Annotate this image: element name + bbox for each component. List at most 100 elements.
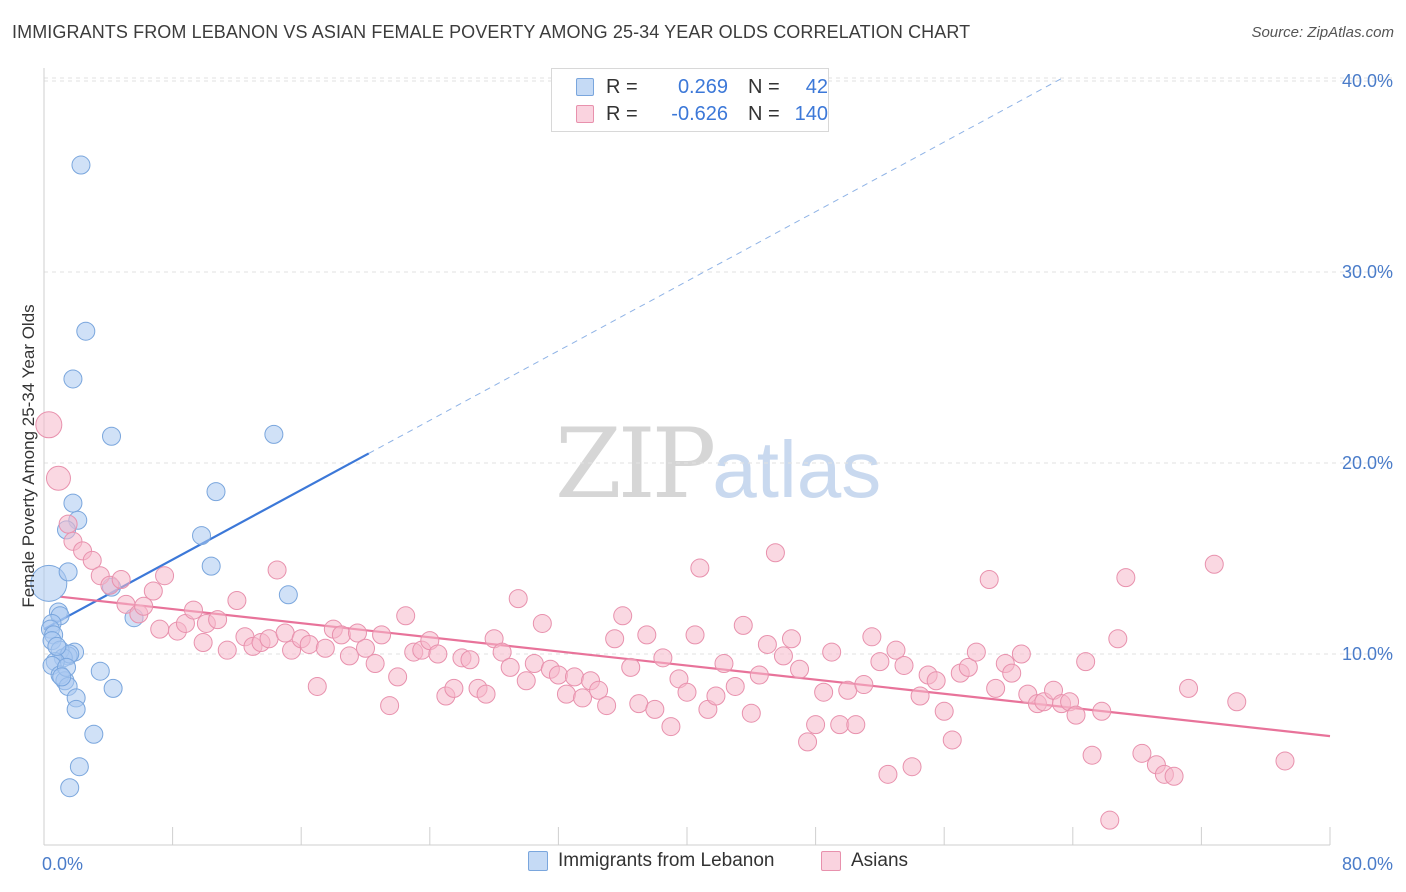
asians-point <box>986 678 1006 698</box>
grid <box>44 77 1392 655</box>
lebanon-point <box>30 564 68 602</box>
y-tick-label: 30.0% <box>1342 262 1393 282</box>
lebanon-point <box>69 757 89 777</box>
asians-point <box>878 764 898 784</box>
asians-point <box>275 623 295 643</box>
asians-point <box>894 655 914 675</box>
watermark: ZIPatlas <box>555 408 881 520</box>
asians-point <box>508 589 528 609</box>
asians-point <box>380 696 400 716</box>
series-legend-lebanon[interactable]: Immigrants from Lebanon <box>528 850 775 872</box>
asians-point <box>339 646 359 666</box>
asians-point <box>733 615 753 635</box>
asians-point <box>613 606 633 626</box>
asians-point <box>183 600 203 620</box>
lebanon-point <box>264 424 284 444</box>
asians-point <box>902 757 922 777</box>
asians-point <box>1092 701 1112 721</box>
asians-point <box>134 596 154 616</box>
asians-point <box>790 659 810 679</box>
asians-point <box>1275 751 1295 771</box>
source-credit: Source: ZipAtlas.com <box>1251 24 1394 41</box>
asians-point <box>1179 678 1199 698</box>
legend-n-label: N = <box>748 102 780 125</box>
asians-point <box>365 654 385 674</box>
legend-row-lebanon: R = 0.269 N = 42 <box>576 75 828 99</box>
lebanon-point <box>58 562 78 582</box>
lebanon-point <box>76 321 96 341</box>
watermark-atlas: atlas <box>712 425 882 514</box>
asians-point <box>806 715 826 735</box>
asians-point <box>1132 743 1152 763</box>
asians-point <box>444 678 464 698</box>
asians-point <box>356 638 375 658</box>
asians-point <box>757 634 777 654</box>
legend-r-label: R = <box>606 75 638 98</box>
asians-point <box>217 640 237 660</box>
asians-point <box>822 642 842 662</box>
asians-point <box>838 680 858 700</box>
legend-n-value: 42 <box>805 75 828 98</box>
asians-point <box>58 514 78 534</box>
asians-point <box>548 665 568 685</box>
asians-point <box>396 606 416 626</box>
asians-point <box>966 642 986 662</box>
asians-point <box>259 629 279 649</box>
asians-point <box>307 676 327 696</box>
asians-point <box>227 591 247 611</box>
asians-point <box>685 625 705 645</box>
asians-point <box>725 676 745 696</box>
lebanon-point <box>201 556 221 576</box>
asians-point <box>942 730 962 750</box>
asians-point <box>315 638 335 658</box>
series-legend: Immigrants from Lebanon Asians <box>0 850 1406 878</box>
asians-point <box>862 627 882 647</box>
asians-point <box>331 625 351 645</box>
lebanon-point <box>84 724 104 744</box>
asians-point <box>706 686 726 706</box>
asians-point <box>621 657 641 677</box>
series-legend-asians-label: Asians <box>851 850 909 871</box>
asians-point <box>814 682 834 702</box>
asians-point <box>1011 644 1031 664</box>
asians-point <box>428 644 448 664</box>
asians-point <box>926 671 946 691</box>
asians-point <box>524 654 544 674</box>
asians-point <box>653 648 673 668</box>
asians-point <box>556 684 576 704</box>
asians-point <box>299 634 319 654</box>
asians-point <box>193 633 213 653</box>
asians-point <box>1164 766 1184 786</box>
asians-point <box>1082 745 1102 765</box>
asians-point <box>208 610 228 630</box>
y-tick-label: 20.0% <box>1342 453 1393 473</box>
asians-point <box>1108 629 1128 649</box>
asians-point <box>629 694 649 714</box>
asians-point <box>1066 705 1086 725</box>
asians-point <box>111 570 131 590</box>
asians-point <box>460 650 480 670</box>
asians-trend-line <box>59 595 1331 738</box>
asians-point <box>830 715 850 735</box>
asians-point <box>661 717 681 737</box>
asians-point <box>854 675 874 695</box>
asians-point <box>798 732 818 752</box>
asians-point <box>958 657 978 677</box>
points <box>30 155 1295 830</box>
legend-n-value: 140 <box>794 102 828 125</box>
lebanon-point <box>206 482 226 502</box>
asians-point <box>1204 554 1224 574</box>
lebanon-point <box>66 699 86 719</box>
lebanon-point <box>103 678 123 698</box>
series-swatch-asians <box>821 851 841 871</box>
asians-point <box>605 629 625 649</box>
y-tick-label: 40.0% <box>1342 71 1393 91</box>
tick-labels: 10.0% 20.0% 30.0% 40.0% 0.0% 80.0% Female Pove… <box>19 71 1393 874</box>
series-legend-asians[interactable]: Asians <box>821 850 908 872</box>
lebanon-point <box>60 778 80 798</box>
asians-point <box>677 682 697 702</box>
asians-point <box>372 625 392 645</box>
legend-n-label: N = <box>748 75 780 98</box>
asians-point <box>846 715 866 735</box>
